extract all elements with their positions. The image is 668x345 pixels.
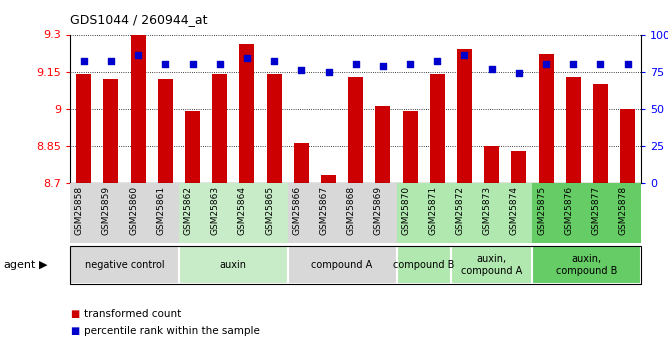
Bar xyxy=(158,79,173,183)
FancyBboxPatch shape xyxy=(397,183,451,243)
FancyBboxPatch shape xyxy=(532,246,641,284)
Text: agent: agent xyxy=(3,260,35,270)
Bar xyxy=(76,74,92,183)
Bar xyxy=(566,77,580,183)
Text: GSM25863: GSM25863 xyxy=(210,186,220,235)
Bar xyxy=(512,151,526,183)
Text: GSM25858: GSM25858 xyxy=(75,186,84,235)
FancyBboxPatch shape xyxy=(532,183,641,243)
Point xyxy=(377,63,388,68)
FancyBboxPatch shape xyxy=(288,183,397,243)
Bar xyxy=(375,106,390,183)
Text: GSM25865: GSM25865 xyxy=(265,186,274,235)
Bar xyxy=(212,74,227,183)
Bar xyxy=(294,143,309,183)
Bar xyxy=(267,74,282,183)
FancyBboxPatch shape xyxy=(70,246,179,284)
Point xyxy=(459,52,470,58)
Point xyxy=(106,58,116,64)
Text: GSM25859: GSM25859 xyxy=(102,186,111,235)
Text: GSM25877: GSM25877 xyxy=(591,186,601,235)
Text: GSM25869: GSM25869 xyxy=(374,186,383,235)
Text: GSM25860: GSM25860 xyxy=(129,186,138,235)
Bar xyxy=(348,77,363,183)
Point xyxy=(405,61,415,67)
FancyBboxPatch shape xyxy=(451,183,532,243)
Text: compound B: compound B xyxy=(393,260,454,270)
Bar xyxy=(185,111,200,183)
Text: ▶: ▶ xyxy=(39,260,47,270)
Text: GSM25862: GSM25862 xyxy=(184,186,192,235)
Bar xyxy=(131,34,146,183)
Bar xyxy=(403,111,418,183)
Point xyxy=(269,58,279,64)
FancyBboxPatch shape xyxy=(70,183,179,243)
Text: GSM25872: GSM25872 xyxy=(456,186,464,235)
Text: auxin,
compound A: auxin, compound A xyxy=(461,254,522,276)
Text: GSM25861: GSM25861 xyxy=(156,186,166,235)
Text: GSM25878: GSM25878 xyxy=(619,186,628,235)
Text: compound A: compound A xyxy=(311,260,373,270)
Point xyxy=(623,61,633,67)
Text: negative control: negative control xyxy=(85,260,164,270)
Point xyxy=(540,61,551,67)
Text: GSM25868: GSM25868 xyxy=(347,186,355,235)
Bar xyxy=(104,79,118,183)
Point xyxy=(350,61,361,67)
Bar xyxy=(321,175,336,183)
Point xyxy=(514,70,524,76)
Point xyxy=(78,58,89,64)
Text: GSM25866: GSM25866 xyxy=(293,186,301,235)
FancyBboxPatch shape xyxy=(288,246,397,284)
Text: GSM25876: GSM25876 xyxy=(564,186,573,235)
Bar xyxy=(430,74,445,183)
Text: GSM25874: GSM25874 xyxy=(510,186,519,235)
Bar xyxy=(239,45,255,183)
Text: GSM25871: GSM25871 xyxy=(428,186,438,235)
Bar xyxy=(538,54,554,183)
Point xyxy=(595,61,606,67)
Point xyxy=(242,56,253,61)
Point xyxy=(486,66,497,71)
Point xyxy=(187,61,198,67)
Text: GSM25867: GSM25867 xyxy=(319,186,329,235)
Text: transformed count: transformed count xyxy=(84,309,181,319)
Text: GDS1044 / 260944_at: GDS1044 / 260944_at xyxy=(70,13,208,26)
Text: ■: ■ xyxy=(70,309,79,319)
Text: GSM25873: GSM25873 xyxy=(483,186,492,235)
Text: percentile rank within the sample: percentile rank within the sample xyxy=(84,326,259,336)
Text: GSM25864: GSM25864 xyxy=(238,186,247,235)
Bar xyxy=(593,84,608,183)
Point xyxy=(296,67,307,73)
Text: auxin,
compound B: auxin, compound B xyxy=(556,254,618,276)
Point xyxy=(133,52,144,58)
FancyBboxPatch shape xyxy=(179,183,288,243)
FancyBboxPatch shape xyxy=(179,246,288,284)
Text: GSM25870: GSM25870 xyxy=(401,186,410,235)
Point xyxy=(323,69,334,75)
Bar xyxy=(620,109,635,183)
FancyBboxPatch shape xyxy=(397,246,451,284)
Point xyxy=(214,61,225,67)
Bar xyxy=(457,49,472,183)
Text: auxin: auxin xyxy=(220,260,246,270)
FancyBboxPatch shape xyxy=(451,246,532,284)
Text: ■: ■ xyxy=(70,326,79,336)
Point xyxy=(160,61,171,67)
Point xyxy=(568,61,578,67)
Text: GSM25875: GSM25875 xyxy=(537,186,546,235)
Point xyxy=(432,58,443,64)
Bar xyxy=(484,146,499,183)
